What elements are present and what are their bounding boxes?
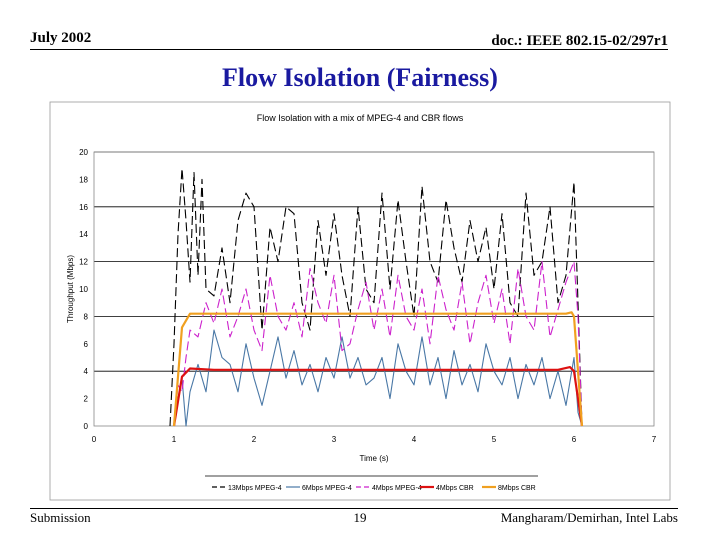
y-tick-label: 4 (84, 367, 89, 376)
legend-label: 13Mbps MPEG-4 (228, 485, 282, 492)
legend-label: 6Mbps MPEG-4 (302, 485, 352, 492)
y-tick-label: 16 (79, 203, 88, 212)
y-tick-label: 12 (79, 258, 88, 267)
y-tick-label: 6 (84, 340, 89, 349)
x-tick-label: 1 (172, 435, 177, 444)
x-tick-label: 0 (92, 435, 97, 444)
y-tick-label: 20 (79, 148, 88, 157)
y-tick-label: 18 (79, 175, 88, 184)
series-line (173, 261, 583, 427)
y-axis-label: Throughput (Mbps) (66, 255, 75, 323)
footer-rule (30, 508, 678, 509)
chart-title: Flow Isolation with a mix of MPEG-4 and … (257, 113, 464, 123)
x-tick-label: 7 (652, 435, 657, 444)
slide-title: Flow Isolation (Fairness) (222, 63, 498, 92)
legend-label: 4Mbps CBR (436, 485, 474, 492)
plot-area (93, 151, 655, 427)
x-tick-label: 4 (412, 435, 417, 444)
legend-label: 8Mbps CBR (498, 485, 536, 492)
slide-date: July 2002 (30, 30, 92, 46)
header-rule (30, 49, 668, 50)
document-id: doc.: IEEE 802.15-02/297r1 (491, 33, 668, 49)
y-tick-label: 14 (79, 230, 88, 239)
x-axis-label: Time (s) (359, 454, 388, 463)
y-tick-label: 2 (84, 395, 89, 404)
y-tick-label: 10 (79, 285, 88, 294)
x-tick-label: 6 (572, 435, 577, 444)
y-tick-label: 0 (84, 422, 89, 431)
page-number: 19 (353, 510, 367, 525)
series-line (173, 329, 583, 427)
x-tick-label: 2 (252, 435, 257, 444)
y-tick-label: 8 (84, 312, 89, 321)
legend-label: 4Mbps MPEG-4 (372, 485, 422, 492)
series-line (172, 366, 584, 427)
x-tick-label: 5 (492, 435, 497, 444)
footer-authors: Mangharam/Demirhan, Intel Labs (500, 510, 678, 525)
footer-submission: Submission (30, 510, 91, 525)
series-line (172, 311, 584, 427)
x-tick-label: 3 (332, 435, 337, 444)
